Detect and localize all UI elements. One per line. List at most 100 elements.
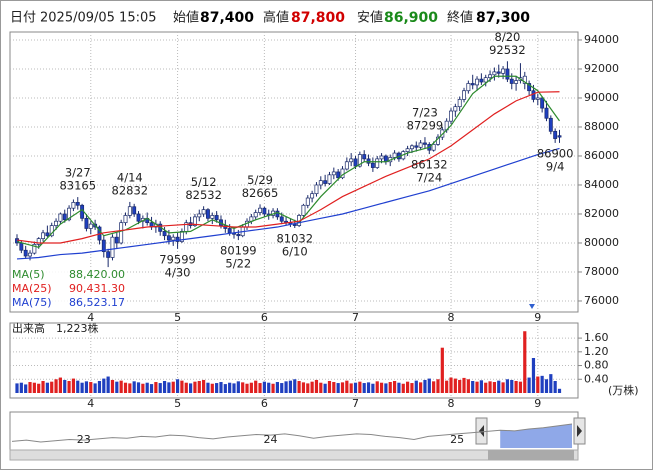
annotation-value: 82532 (185, 188, 222, 202)
candle-body (522, 75, 527, 84)
volume-bar (215, 383, 219, 393)
volume-bar (410, 383, 414, 393)
candle-body (544, 107, 549, 119)
candle-body (548, 117, 553, 132)
candle-body (206, 209, 210, 219)
volume-bar (510, 379, 514, 393)
navigator-label: 24 (263, 433, 277, 446)
volume-bar (505, 379, 510, 393)
volume-bar (484, 382, 488, 393)
candle-body (462, 90, 466, 100)
volume-bar (540, 375, 544, 393)
candle-body (370, 162, 375, 168)
candle-body (132, 206, 137, 215)
volume-bar (54, 379, 58, 393)
annotation-value: 82832 (112, 183, 149, 197)
candle-body (327, 174, 332, 184)
volume-bar (262, 381, 266, 393)
volume-bar (102, 378, 106, 393)
x-tick-label: 4 (87, 397, 94, 410)
scroll-thumb[interactable] (488, 450, 574, 460)
volume-bar (41, 380, 45, 393)
candle-body (162, 231, 167, 237)
y-tick-label: 0.40 (584, 372, 609, 385)
volume-bar (479, 380, 483, 393)
candle-body (514, 80, 519, 84)
y-tick-label: 94000 (584, 33, 619, 46)
candle-body (23, 249, 28, 257)
candle-body (210, 215, 215, 219)
candle-body (101, 239, 106, 253)
volume-bar (310, 381, 314, 393)
volume-bar (527, 377, 531, 393)
volume-bar (141, 383, 145, 393)
candle-body (197, 213, 202, 218)
volume-bar (145, 382, 149, 393)
scrollbar[interactable] (9, 449, 579, 461)
volume-bar (288, 380, 293, 393)
volume-bar (162, 380, 167, 393)
annotation-date: 5/22 (225, 257, 251, 271)
candle-body (509, 78, 514, 84)
header-field-value: 87,400 (200, 10, 254, 26)
candle-body (106, 251, 111, 258)
volume-bar (427, 378, 431, 393)
volume-bar (332, 382, 336, 393)
annotation-date: 5/12 (191, 175, 217, 189)
candle-body (262, 207, 267, 215)
x-tick-label: 4 (87, 311, 94, 324)
annotation-date: 3/27 (65, 166, 91, 180)
y-tick-label: 1.60 (584, 331, 609, 344)
volume-bar (327, 380, 332, 393)
marker (529, 304, 535, 309)
annotation-date: 9/4 (546, 159, 565, 173)
x-tick-label: 6 (261, 397, 268, 410)
candle-body (531, 90, 536, 100)
candle-body (475, 78, 479, 86)
volume-bar (28, 382, 32, 393)
annotation-value: 79599 (159, 252, 196, 266)
y-tick-label: 76000 (584, 294, 619, 307)
volume-bar (414, 380, 418, 393)
candle-body (323, 180, 328, 184)
candle-body (453, 106, 458, 112)
volume-bar (15, 383, 19, 393)
annotation-value: 82665 (242, 186, 279, 200)
volume-bar (110, 379, 115, 393)
volume-bar (63, 379, 67, 393)
volume-bar (128, 383, 132, 393)
candle-body (127, 206, 132, 216)
volume-bar (149, 384, 154, 393)
volume-bar (32, 382, 36, 393)
candle-body (431, 144, 436, 151)
navigator-label: 23 (77, 433, 91, 446)
candle-body (449, 110, 453, 122)
y-tick-label: 88000 (584, 120, 619, 133)
volume-bar (557, 388, 562, 393)
candle-body (175, 236, 180, 242)
volume-bar (392, 380, 397, 393)
volume-bar (497, 380, 501, 393)
volume-bar (458, 379, 462, 393)
volume-bar (436, 379, 440, 393)
candle-body (305, 197, 310, 206)
candle-body (201, 209, 206, 215)
candle-body (418, 142, 423, 148)
volume-bar (340, 382, 345, 393)
candle-body (214, 215, 219, 221)
candle-body (28, 252, 32, 257)
candle-body (71, 202, 76, 209)
annotation-date: 4/30 (165, 265, 191, 279)
candle-body (110, 236, 115, 258)
header-field-value: 87,800 (291, 10, 345, 26)
volume-bar (531, 358, 536, 393)
x-tick-label: 5 (174, 311, 181, 324)
volume-bar (89, 382, 93, 393)
volume-bar (258, 383, 262, 393)
y-tick-label: 92000 (584, 62, 619, 75)
volume-bar (67, 380, 71, 393)
candle-body (171, 236, 176, 241)
x-tick-label: 8 (448, 311, 455, 324)
volume-bar (132, 381, 136, 393)
volume-bar (210, 383, 214, 393)
